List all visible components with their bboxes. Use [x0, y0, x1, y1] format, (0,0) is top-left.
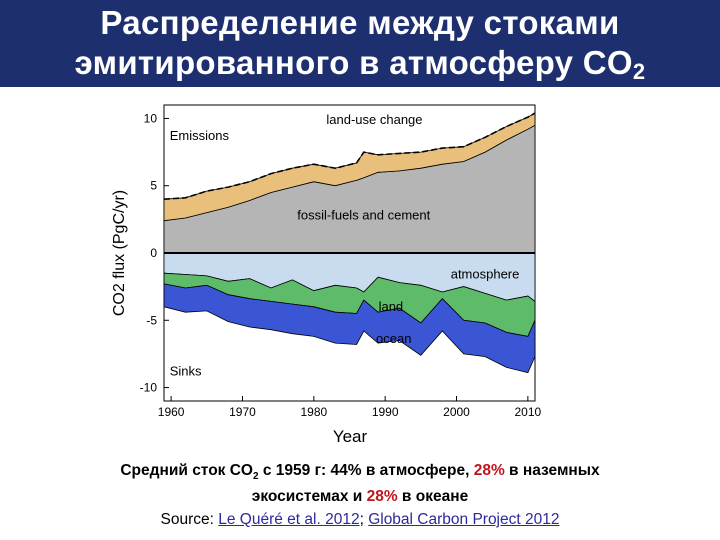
annotation-sinks: Sinks: [170, 363, 202, 378]
annotation-emissions: Emissions: [170, 128, 230, 143]
annotation-ocean: ocean: [376, 331, 411, 346]
caption-part3: в наземных: [504, 462, 600, 479]
caption-part5: в океане: [397, 488, 469, 506]
area-ocean: [163, 283, 536, 374]
caption-part1: Средний сток CO: [120, 462, 253, 479]
x-tick-label: 2010: [515, 405, 542, 419]
y-tick-label: 10: [144, 111, 158, 125]
source-link-global-carbon-project[interactable]: Global Carbon Project 2012: [368, 511, 560, 528]
caption-source: Source: Le Quéré et al. 2012; Global Car…: [40, 510, 680, 530]
y-tick-label: 5: [150, 179, 157, 193]
annotation-land-use-change: land-use change: [326, 112, 422, 127]
x-tick-label: 1980: [300, 405, 327, 419]
annotation-atmosphere: atmosphere: [451, 267, 520, 282]
slide-title-line1: Распределение между стоками: [100, 4, 620, 41]
x-tick-label: 1960: [158, 405, 185, 419]
annotation-fossil-fuels: fossil-fuels and cement: [297, 207, 430, 222]
y-tick-label: -10: [140, 381, 158, 395]
slide-title-line2: эмитированного в атмосферу CO2: [0, 43, 720, 83]
x-tick-label: 1990: [372, 405, 399, 419]
slide-title-subscript: 2: [632, 59, 646, 84]
caption-summary: Средний сток CO2 с 1959 г: 44% в атмосфе…: [40, 461, 680, 507]
y-tick-label: 0: [150, 246, 157, 260]
caption-land-percent: 28%: [473, 462, 505, 479]
source-label: Source:: [160, 511, 219, 528]
annotation-land: land: [379, 299, 404, 314]
x-axis-label: Year: [333, 427, 368, 446]
source-link-le-quere[interactable]: Le Quéré et al. 2012: [218, 511, 360, 528]
source-separator: ;: [359, 511, 369, 528]
caption-ocean-percent: 28%: [366, 488, 398, 506]
x-tick-label: 2000: [443, 405, 470, 419]
caption-subscript: 2: [252, 471, 259, 483]
co2-flux-chart: 1960 1970 1980 1990 2000 2010 10 5 0 -5 -10 Emissi…: [100, 100, 545, 450]
y-tick-label: -5: [146, 313, 157, 327]
caption-part2: с 1959 г: 44% в атмосфере,: [258, 462, 474, 479]
chart-svg: 1960 1970 1980 1990 2000 2010 10 5 0 -5 -10 Emissi…: [111, 104, 542, 446]
slide-title-line2-text: эмитированного в атмосферу CO: [74, 44, 633, 81]
title-banner: Распределение между стоками эмитированно…: [0, 0, 720, 87]
y-axis-label: CO2 flux (PgC/yr): [111, 190, 128, 316]
x-tick-label: 1970: [229, 405, 256, 419]
caption-part4: экосистемах и: [251, 488, 367, 506]
